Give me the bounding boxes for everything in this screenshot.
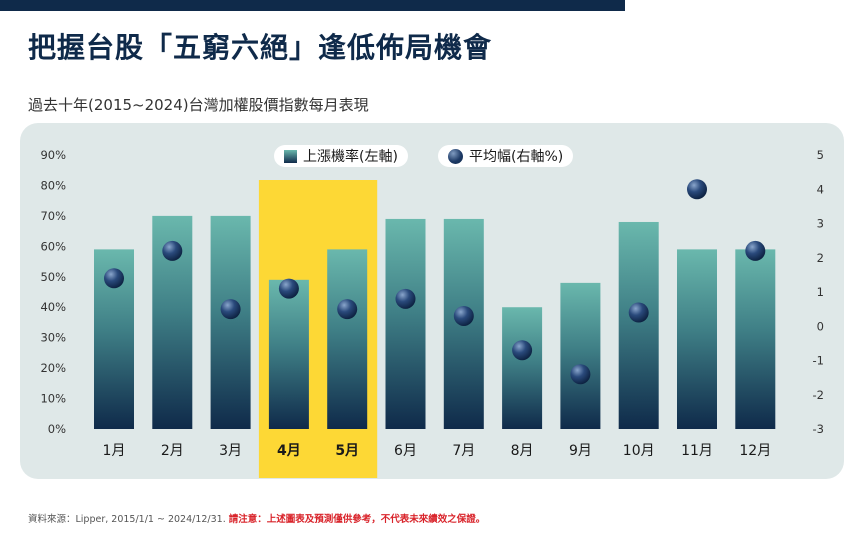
dot-3	[220, 299, 241, 320]
dot-12	[745, 240, 766, 261]
y-right-tick-label: 2	[817, 251, 824, 265]
dot-11	[687, 179, 707, 200]
y-right-tick-label: 5	[817, 148, 824, 162]
y-right-tick-label: 3	[817, 217, 824, 231]
bar-11	[677, 249, 717, 429]
dot-7	[453, 305, 474, 326]
y-left-tick-label: 10%	[40, 392, 66, 406]
x-tick-label: 9月	[569, 443, 592, 459]
page-title: 把握台股「五窮六絕」逢低佈局機會	[28, 31, 493, 64]
y-left-tick-label: 20%	[40, 361, 66, 375]
legend-label-average: 平均幅(右軸%)	[469, 149, 564, 165]
dot-4	[278, 278, 299, 299]
dot-6	[395, 288, 416, 309]
y-right-tick-label: -2	[813, 388, 824, 402]
x-tick-label: 12月	[739, 443, 771, 459]
source-text: 資料來源：Lipper, 2015/1/1 ~ 2024/12/31.	[28, 514, 229, 525]
y-left-tick-label: 50%	[40, 270, 66, 284]
dot-1	[104, 268, 124, 289]
dot-swatch-icon	[448, 148, 463, 164]
y-left-tick-label: 70%	[40, 209, 66, 223]
bar-6	[385, 218, 426, 429]
y-left-tick-label: 0%	[48, 422, 66, 436]
y-right-tick-label: 4	[817, 182, 824, 196]
x-tick-label: 7月	[452, 443, 475, 459]
y-right-tick-label: -1	[813, 354, 824, 368]
y-left-tick-label: 60%	[40, 239, 66, 253]
x-tick-label: 8月	[511, 443, 534, 459]
x-tick-label: 5月	[335, 443, 359, 459]
source-note: 資料來源：Lipper, 2015/1/1 ~ 2024/12/31. 請注意：…	[28, 511, 485, 525]
y-left-tick-label: 30%	[40, 331, 66, 345]
top-accent-bar	[0, 0, 625, 11]
y-left-tick-label: 90%	[40, 148, 66, 162]
legend-label-probability: 上漲機率(左軸)	[303, 149, 398, 165]
y-left-tick-label: 40%	[40, 300, 66, 314]
chart-subtitle: 過去十年(2015~2024)台灣加權股價指數每月表現	[28, 96, 369, 114]
bar-12	[735, 249, 776, 429]
dot-9	[570, 364, 591, 385]
bar-9	[560, 282, 601, 429]
x-tick-label: 10月	[623, 443, 655, 459]
x-tick-label: 2月	[161, 443, 184, 459]
bar-3	[210, 215, 251, 429]
legend-item-average: 平均幅(右軸%)	[438, 145, 574, 167]
bar-swatch-icon	[284, 149, 297, 163]
x-tick-label: 6月	[394, 443, 417, 459]
bar-10	[618, 221, 659, 429]
y-right-tick-label: 1	[817, 285, 824, 299]
bar-5	[327, 249, 368, 429]
x-tick-label: 4月	[277, 443, 301, 459]
y-right-tick-label: -3	[813, 422, 824, 436]
y-right-tick-label: 0	[817, 319, 824, 333]
dot-2	[162, 240, 183, 261]
y-left-tick-label: 80%	[40, 178, 66, 192]
x-tick-label: 3月	[219, 443, 242, 459]
dot-8	[512, 340, 533, 361]
x-tick-label: 1月	[103, 443, 126, 459]
dot-10	[628, 302, 649, 323]
disclaimer-text: 請注意：上述圖表及預測僅供參考，不代表未來績效之保證。	[228, 514, 486, 525]
dot-5	[337, 299, 358, 320]
bar-4	[268, 279, 309, 429]
legend-item-probability: 上漲機率(左軸)	[274, 145, 408, 167]
x-tick-label: 11月	[681, 443, 713, 459]
bar-8	[502, 307, 543, 429]
